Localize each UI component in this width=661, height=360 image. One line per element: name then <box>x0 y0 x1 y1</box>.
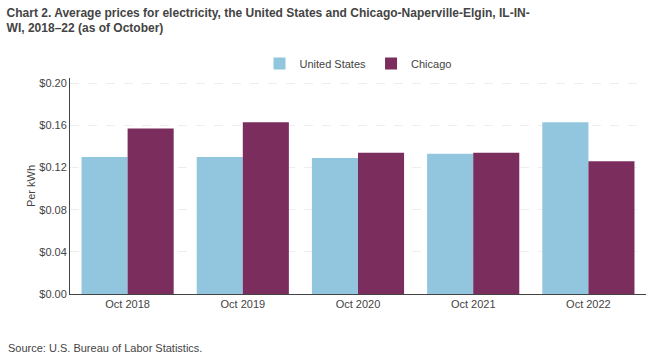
svg-text:Per kWh: Per kWh <box>25 165 37 207</box>
svg-text:Source: U.S. Bureau of Labor S: Source: U.S. Bureau of Labor Statistics. <box>8 342 202 354</box>
svg-text:$0.04: $0.04 <box>39 246 67 258</box>
svg-text:Oct 2020: Oct 2020 <box>336 298 381 310</box>
svg-text:$0.12: $0.12 <box>39 161 67 173</box>
svg-text:$0.08: $0.08 <box>39 204 67 216</box>
svg-text:$0.16: $0.16 <box>39 119 67 131</box>
svg-text:$0.00: $0.00 <box>39 288 67 300</box>
svg-text:Oct 2022: Oct 2022 <box>566 298 611 310</box>
svg-text:Oct 2021: Oct 2021 <box>451 298 496 310</box>
svg-text:Oct 2019: Oct 2019 <box>220 298 265 310</box>
svg-text:United States: United States <box>300 58 367 70</box>
svg-text:$0.20: $0.20 <box>39 77 67 89</box>
svg-text:Chicago: Chicago <box>411 58 451 70</box>
svg-text:Oct 2018: Oct 2018 <box>105 298 150 310</box>
svg-text:Chart 2. Average prices for el: Chart 2. Average prices for electricity,… <box>7 6 530 36</box>
